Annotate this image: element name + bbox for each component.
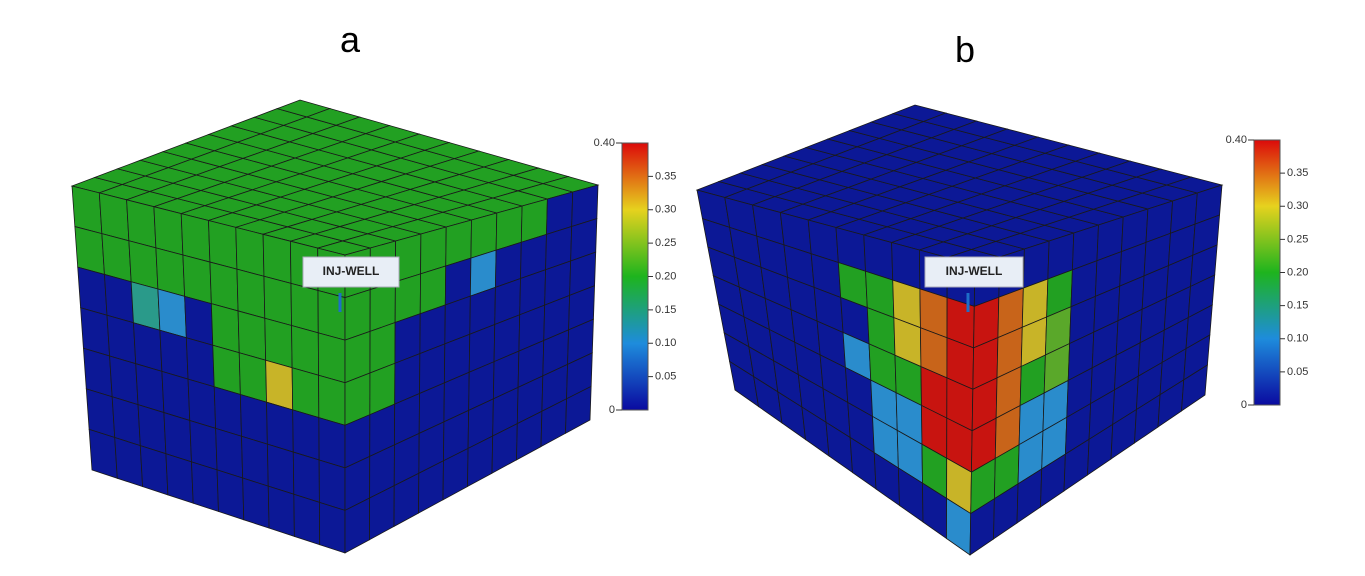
grid-cell [266, 401, 294, 453]
tick-label: 0.40 [594, 137, 615, 149]
tick-label: 0.10 [655, 337, 676, 349]
tick-label: 0.15 [1287, 300, 1308, 312]
grid-cell [210, 303, 240, 354]
grid-cell [318, 417, 346, 469]
grid-cell [216, 469, 245, 521]
tick-label: 0 [609, 404, 615, 416]
grid-cell [292, 409, 320, 461]
grid-cell [208, 219, 238, 270]
tick-label: 0.40 [1226, 134, 1247, 146]
panel-label: b [955, 29, 975, 70]
grid-cell [565, 385, 592, 434]
well-label-box [924, 256, 1024, 288]
tick-label: 0 [1241, 399, 1247, 411]
colorbar-ticks: 0.40 0.35 0.30 0.25 0.20 0.15 0.10 0.05 0 0.40 0.3… [594, 134, 1309, 416]
tick-label: 0.15 [655, 304, 676, 316]
grid-cell [184, 295, 214, 346]
grid-cell [236, 268, 266, 319]
grid-cell [71, 185, 103, 235]
grid-cell [155, 247, 186, 297]
well-label: INJ-WELL [323, 264, 380, 278]
grid-scene [70, 99, 1224, 556]
grid-cell [1181, 364, 1208, 412]
grid-cell [239, 393, 268, 445]
grid-cell [98, 192, 130, 242]
grid-cell [235, 226, 265, 277]
grid-cell [126, 199, 157, 249]
well-label: INJ-WELL [946, 264, 1003, 278]
grid-cell [262, 233, 292, 284]
grid-cell [290, 282, 319, 334]
grid-cell [153, 206, 184, 256]
grid-cell [182, 254, 212, 305]
grid-cell [318, 459, 346, 511]
grid-cell [238, 352, 267, 403]
grid-cell [291, 325, 319, 376]
tick-label: 0.35 [655, 170, 676, 182]
tick-label: 0.20 [655, 270, 676, 282]
tick-label: 0.10 [1287, 333, 1308, 345]
grid-cell [292, 451, 320, 503]
tick-label: 0.30 [655, 204, 676, 216]
well-label-box [302, 256, 400, 288]
tick-label: 0.05 [655, 371, 676, 383]
grid-cell [319, 501, 346, 554]
tick-label: 0.25 [1287, 233, 1308, 245]
grid-cell [264, 317, 293, 369]
grid-cell [237, 310, 267, 361]
grid-cell [191, 461, 219, 513]
tick-label: 0.25 [655, 237, 676, 249]
grid-cell [139, 445, 169, 496]
grid-cell [242, 477, 270, 529]
tick-label: 0.05 [1287, 366, 1308, 378]
panel-label: a [340, 19, 361, 60]
tick-label: 0.30 [1287, 200, 1308, 212]
grid-cell [263, 275, 292, 327]
colorbar [1253, 139, 1281, 406]
colorbar [621, 142, 649, 411]
grid-cell [209, 261, 239, 312]
tick-label: 0.35 [1287, 167, 1308, 179]
grid-cell [157, 288, 187, 339]
grid-cell [293, 493, 321, 546]
grid-cell [265, 359, 294, 411]
tick-label: 0.20 [1287, 266, 1308, 278]
grid-cell [318, 374, 346, 426]
grid-cell [165, 453, 194, 504]
grid-cell [317, 332, 346, 384]
grid-cell [88, 428, 118, 479]
grid-cell [212, 344, 241, 396]
grid-cell [128, 240, 159, 290]
grid-cell [114, 436, 144, 488]
grid-cell [291, 367, 320, 419]
grid-cell [180, 213, 211, 263]
grid-cell [267, 485, 295, 537]
